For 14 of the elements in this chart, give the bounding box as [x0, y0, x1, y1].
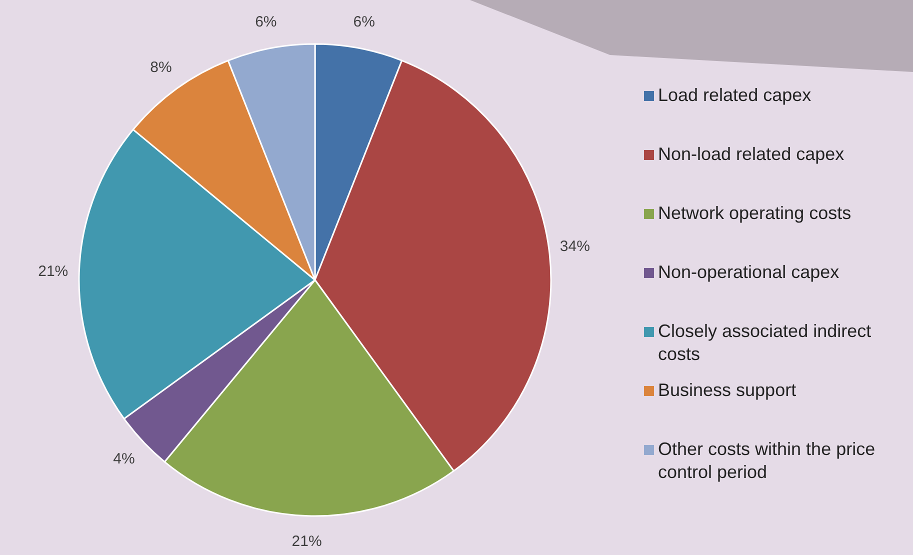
data-label: 21%: [292, 532, 322, 550]
legend-label: Other costs within the price control period: [658, 438, 876, 482]
data-label: 6%: [353, 14, 375, 31]
legend-label: Closely associated indirect costs: [658, 320, 872, 364]
data-label: 34%: [560, 238, 590, 256]
legend-label: Load related capex: [658, 84, 812, 105]
data-label: 4%: [113, 450, 135, 468]
data-label: 21%: [38, 262, 68, 280]
data-label: 8%: [150, 59, 172, 76]
legend-label: Non-load related capex: [658, 144, 844, 164]
data-label: 6%: [255, 14, 277, 31]
legend-label: Business support: [658, 380, 796, 400]
legend-label: Network operating costs: [658, 202, 852, 223]
legend-label: Non-operational capex: [658, 262, 840, 282]
